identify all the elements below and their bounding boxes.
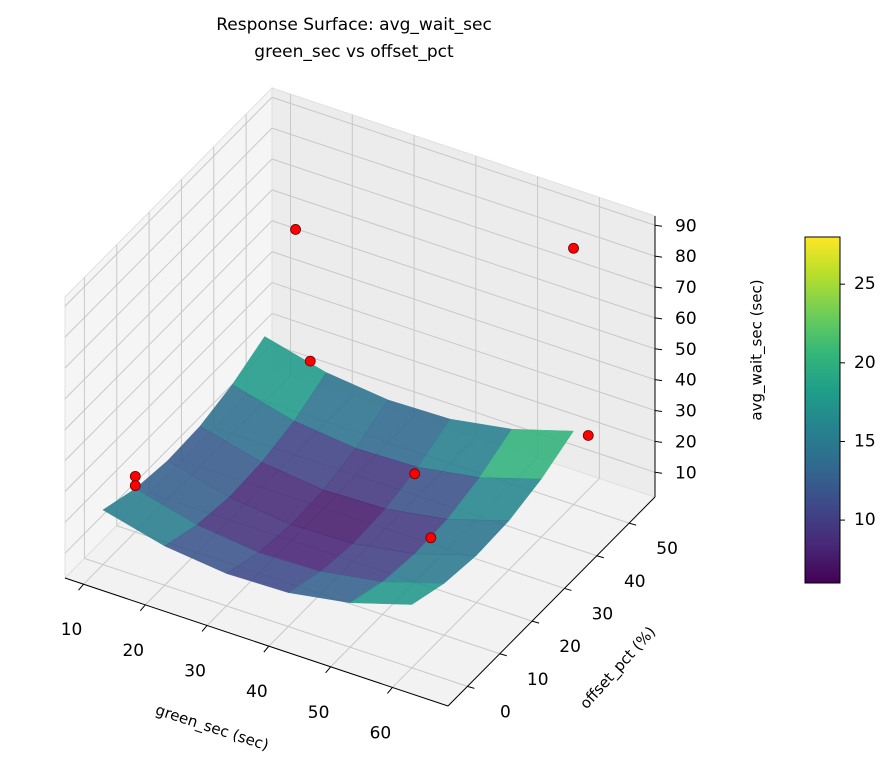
data-point <box>425 532 437 544</box>
grid-line <box>271 158 656 288</box>
colorbar <box>804 236 841 584</box>
y-tick-label: 40 <box>624 572 646 592</box>
grid-line <box>64 282 273 492</box>
x-tick <box>387 687 393 694</box>
z-tick <box>654 255 663 258</box>
x-tick <box>78 583 84 591</box>
z-tick-label: 50 <box>675 340 697 360</box>
grid-line <box>64 96 273 307</box>
grid-line <box>64 220 273 431</box>
grid-line <box>271 189 656 319</box>
x-tick-label: 50 <box>308 703 330 723</box>
chart-subtitle: green_sec vs offset_pct <box>254 42 454 62</box>
x-tick <box>201 625 208 632</box>
data-point <box>129 480 141 492</box>
colorbar-tick-label: 20 <box>854 353 876 373</box>
y-tick-label: 10 <box>527 670 549 690</box>
surface-patch <box>349 581 446 605</box>
grid-line <box>271 251 656 381</box>
chart-title: Response Surface: avg_wait_sec <box>216 15 492 35</box>
data-point <box>568 242 579 254</box>
y-tick <box>531 620 540 624</box>
grid-line <box>271 282 656 412</box>
grid-line <box>271 220 656 350</box>
z-tick <box>654 440 663 443</box>
z-tick <box>654 224 663 227</box>
z-tick-label: 70 <box>675 278 697 298</box>
x-tick <box>263 645 270 653</box>
y-tick <box>499 653 507 657</box>
y-tick <box>467 685 475 689</box>
z-tick-label: 40 <box>675 371 697 391</box>
z-tick <box>654 410 663 413</box>
z-tick-label: 90 <box>675 216 697 236</box>
grid-line <box>392 478 600 688</box>
y-axis-line <box>447 496 656 707</box>
grid-line <box>64 251 273 462</box>
y-tick <box>564 587 572 591</box>
z-tick <box>654 348 663 351</box>
z-tick-label: 20 <box>675 432 697 452</box>
z-tick <box>654 286 663 289</box>
z-tick <box>654 317 663 320</box>
z-axis-label: avg_wait_sec (sec) <box>748 279 767 420</box>
z-tick-label: 80 <box>675 247 697 267</box>
x-axis-line <box>64 577 449 707</box>
y-tick-label: 30 <box>592 604 614 624</box>
x-axis-label: green_sec (sec) <box>153 701 271 756</box>
x-tick-label: 30 <box>184 661 206 681</box>
x-tick-label: 40 <box>246 682 268 702</box>
y-tick <box>628 522 637 526</box>
y-tick-label: 0 <box>500 702 511 722</box>
data-point <box>290 224 301 235</box>
z-tick <box>654 471 663 474</box>
z-tick-label: 30 <box>675 402 697 422</box>
colorbar-tick-label: 25 <box>854 274 876 294</box>
data-point <box>409 468 421 480</box>
z-tick <box>654 379 663 382</box>
x-tick-label: 60 <box>370 723 392 743</box>
grid-line <box>64 158 273 369</box>
y-tick <box>596 555 604 559</box>
grid-line <box>271 96 656 226</box>
colorbar-tick-label: 10 <box>854 510 876 530</box>
data-point <box>304 355 316 367</box>
x-tick-label: 20 <box>122 641 144 661</box>
grid-line <box>64 127 273 338</box>
z-tick-label: 60 <box>675 309 697 329</box>
data-point <box>129 470 141 482</box>
grid-line <box>64 313 273 523</box>
data-point <box>582 430 594 441</box>
grid-line <box>271 127 656 257</box>
grid-line <box>64 189 273 400</box>
x-tick <box>139 604 146 612</box>
colorbar-tick-label: 15 <box>854 431 876 451</box>
y-tick-label: 20 <box>559 637 581 657</box>
grid-line <box>271 312 656 442</box>
x-tick <box>325 666 332 674</box>
grid-line <box>271 343 656 473</box>
z-tick-label: 10 <box>675 463 697 483</box>
y-tick-label: 50 <box>656 539 678 559</box>
grid-line <box>84 557 468 687</box>
y-axis-label: offset_pct (%) <box>576 623 660 713</box>
x-tick-label: 10 <box>61 620 83 640</box>
